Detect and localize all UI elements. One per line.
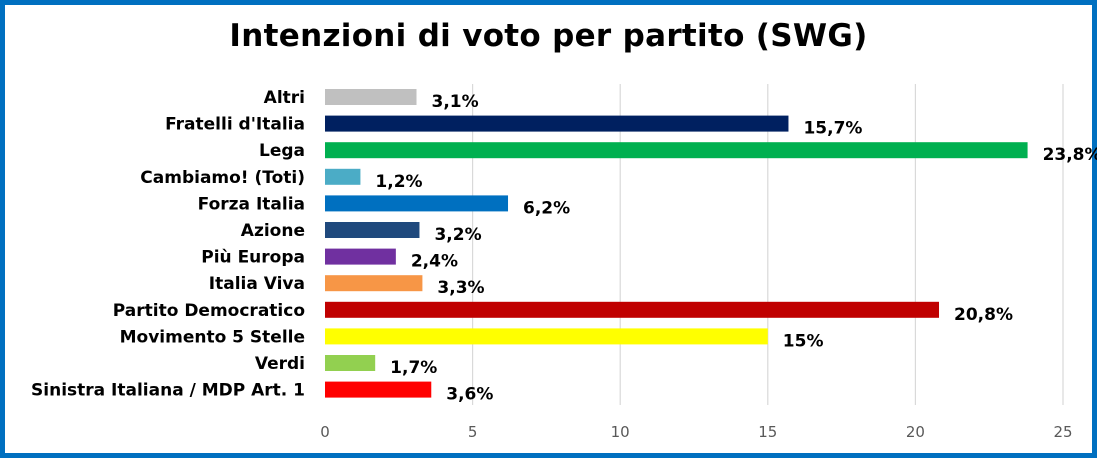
x-tick-label: 15 [758,423,777,441]
bar [325,222,420,238]
data-label: 6,2% [523,198,570,218]
bar [325,275,423,292]
category-label: Lega [259,141,305,161]
x-tick-label: 20 [906,423,925,441]
bar [325,248,396,265]
data-label: 15% [783,331,824,351]
bar [325,142,1028,159]
category-label: Azione [241,221,305,241]
bar [325,301,940,318]
x-tick-label: 10 [611,423,630,441]
data-label: 20,8% [954,305,1013,325]
category-label: Partito Democratico [113,301,305,321]
data-label: 2,4% [411,252,458,272]
x-tick-label: 5 [468,423,478,441]
data-label: 3,6% [446,385,493,405]
category-label: Movimento 5 Stelle [120,327,305,347]
bar [325,195,509,212]
chart-title: Intenzioni di voto per partito (SWG) [229,18,868,54]
data-label: 23,8% [1043,145,1097,165]
data-label: 3,2% [434,225,481,245]
bar [325,381,432,398]
category-label: Forza Italia [198,194,305,214]
category-label: Verdi [255,354,305,374]
data-label: 1,7% [390,358,437,378]
category-label: Italia Viva [209,274,305,294]
bar [325,168,361,185]
category-label: Altri [264,88,305,108]
x-tick-label: 25 [1053,423,1072,441]
category-label: Cambiamo! (Toti) [140,168,305,188]
data-label: 1,2% [375,172,422,192]
data-label: 3,3% [437,278,484,298]
category-label: Più Europa [201,248,305,268]
bar [325,89,417,105]
bar [325,328,768,345]
category-label: Sinistra Italiana / MDP Art. 1 [31,381,305,401]
data-label: 15,7% [803,119,862,139]
bar [325,115,789,132]
category-label: Fratelli d'Italia [165,115,305,135]
x-tick-label: 0 [320,423,330,441]
data-label: 3,1% [432,92,479,112]
bar [325,355,376,371]
